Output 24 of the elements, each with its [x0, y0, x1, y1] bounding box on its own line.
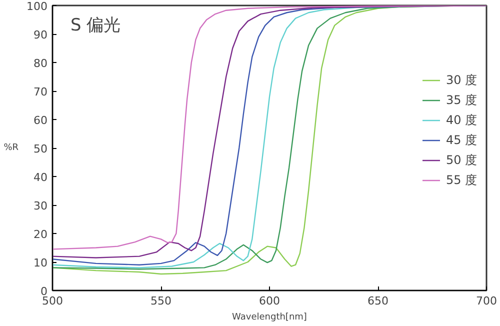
x-tick-label: 700: [476, 294, 497, 308]
legend-label: 40 度: [446, 112, 478, 128]
y-tick-label: 10: [34, 256, 48, 270]
y-tick-label: 70: [34, 86, 48, 98]
x-axis-title: Wavelength[nm]: [232, 312, 307, 322]
y-tick-label: 30: [34, 200, 48, 212]
y-tick-label: 90: [34, 28, 48, 42]
legend-label: 50 度: [446, 152, 478, 168]
x-tick-label: 550: [150, 294, 172, 308]
y-tick-label: 60: [34, 114, 48, 127]
y-tick-label: 20: [34, 228, 48, 241]
y-tick-label: 50: [34, 142, 48, 156]
legend-label: 35 度: [446, 92, 478, 108]
line-series: [52, 6, 400, 268]
y-tick-label: 40: [34, 171, 48, 184]
y-tick-label: 100: [26, 0, 48, 13]
annotation: S 偏光: [70, 16, 121, 36]
y-tick-label: 80: [34, 57, 48, 70]
legend-label: 55 度: [446, 172, 478, 188]
x-tick-label: 650: [368, 294, 388, 308]
legend-label: 45 度: [446, 132, 478, 148]
x-tick-label: 600: [259, 294, 280, 308]
legend-label: 30 度: [446, 72, 478, 88]
y-axis-title: %R: [4, 143, 19, 153]
